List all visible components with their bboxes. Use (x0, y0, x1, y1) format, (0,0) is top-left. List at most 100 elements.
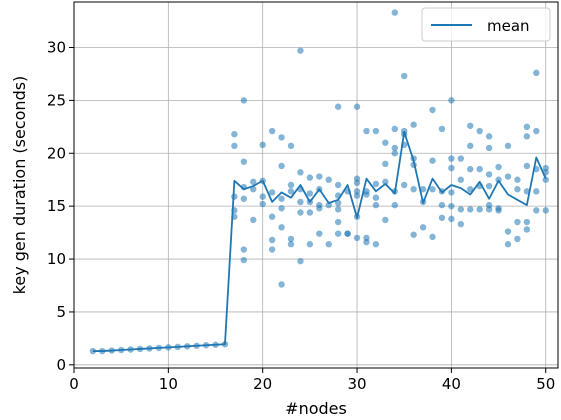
scatter-point (297, 47, 304, 54)
scatter-point (476, 127, 483, 135)
scatter-point (448, 164, 455, 172)
scatter-point (325, 201, 332, 209)
scatter-point (485, 171, 493, 178)
scatter-point (297, 198, 304, 206)
scatter-point (240, 158, 248, 165)
scatter-point (419, 186, 427, 193)
axis-ticks: 0 10 20 30 40 50 0 5 10 15 20 25 30 (47, 38, 555, 393)
scatter-point (316, 230, 323, 237)
scatter-point (485, 182, 493, 190)
scatter-point (278, 162, 285, 170)
scatter-point (523, 123, 531, 131)
plot-frame (73, 1, 559, 369)
scatter-point (401, 181, 408, 189)
scatter-point (382, 178, 389, 186)
scatter-point (278, 281, 285, 288)
scatter-point (240, 97, 248, 104)
scatter-point (542, 176, 549, 183)
scatter-point (259, 141, 266, 149)
scatter-point (495, 176, 502, 183)
y-tick-label: 0 (56, 356, 66, 374)
scatter-point (240, 256, 248, 264)
scatter-point (457, 206, 465, 213)
scatter-point (523, 218, 531, 226)
scatter-point (306, 174, 314, 181)
scatter-point (240, 246, 248, 253)
scatter-point (533, 188, 540, 195)
scatter-point (514, 218, 521, 226)
scatter-point (514, 176, 521, 183)
scatter-point (334, 218, 342, 226)
scatter-point (306, 190, 314, 197)
scatter-point (448, 97, 455, 104)
scatter-point (353, 234, 361, 242)
scatter-point (287, 142, 295, 150)
scatter-point (382, 216, 389, 224)
scatter-point (334, 181, 342, 189)
scatter-point (268, 246, 276, 253)
y-tick-label: 15 (47, 197, 66, 215)
scatter-point (372, 180, 380, 188)
scatter-point (485, 144, 493, 152)
scatter-point (268, 236, 276, 244)
scatter-point (467, 165, 474, 173)
scatter-point (457, 155, 465, 162)
scatter-point (372, 194, 380, 201)
mean-line (92, 131, 547, 352)
scatter-point (250, 186, 257, 193)
scatter-point (467, 186, 474, 193)
scatter-point (250, 178, 257, 186)
scatter-point (297, 257, 304, 265)
scatter-point (297, 169, 304, 176)
scatter-point (523, 226, 531, 233)
scatter-point (268, 213, 276, 220)
scatter-point (457, 220, 465, 228)
scatter-point (344, 230, 351, 237)
legend-label-mean: mean (487, 17, 530, 35)
x-tick-label: 0 (69, 375, 79, 393)
scatter-point (363, 191, 370, 198)
scatter-point (382, 139, 389, 146)
scatter-point (467, 206, 474, 213)
scatter-point (372, 241, 380, 248)
scatter-point (410, 186, 417, 193)
scatter-point (391, 201, 398, 209)
scatter-point (259, 200, 266, 208)
scatter-point (448, 202, 455, 210)
scatter-points (89, 9, 549, 355)
scatter-point (391, 9, 398, 16)
scatter-point (467, 122, 474, 129)
scatter-point (401, 72, 408, 80)
scatter-point (448, 155, 455, 162)
scatter-point (391, 150, 398, 157)
y-axis-label: key gen duration (seconds) (10, 76, 29, 295)
scatter-point (410, 231, 417, 238)
grid (73, 2, 558, 368)
scatter-point (429, 106, 436, 114)
legend: mean (421, 7, 551, 42)
x-tick-label: 50 (536, 375, 555, 393)
scatter-point (240, 195, 248, 202)
scatter-point (231, 131, 238, 138)
scatter-point (268, 189, 276, 196)
scatter-point (438, 201, 446, 209)
scatter-point (410, 121, 417, 128)
scatter-point (391, 144, 398, 152)
scatter-point (353, 192, 361, 199)
scatter-point (372, 201, 380, 209)
scatter-point (306, 241, 314, 248)
scatter-point (250, 216, 257, 224)
scatter-point (287, 181, 295, 189)
scatter-point (523, 162, 531, 170)
scatter-point (504, 241, 512, 248)
x-tick-label: 30 (347, 375, 366, 393)
mean-line-group (92, 131, 547, 352)
scatter-point (533, 69, 540, 77)
scatter-point (334, 103, 342, 110)
y-tick-label: 25 (47, 91, 66, 109)
scatter-point (353, 103, 361, 110)
scatter-point (514, 186, 521, 193)
scatter-point (334, 206, 342, 213)
